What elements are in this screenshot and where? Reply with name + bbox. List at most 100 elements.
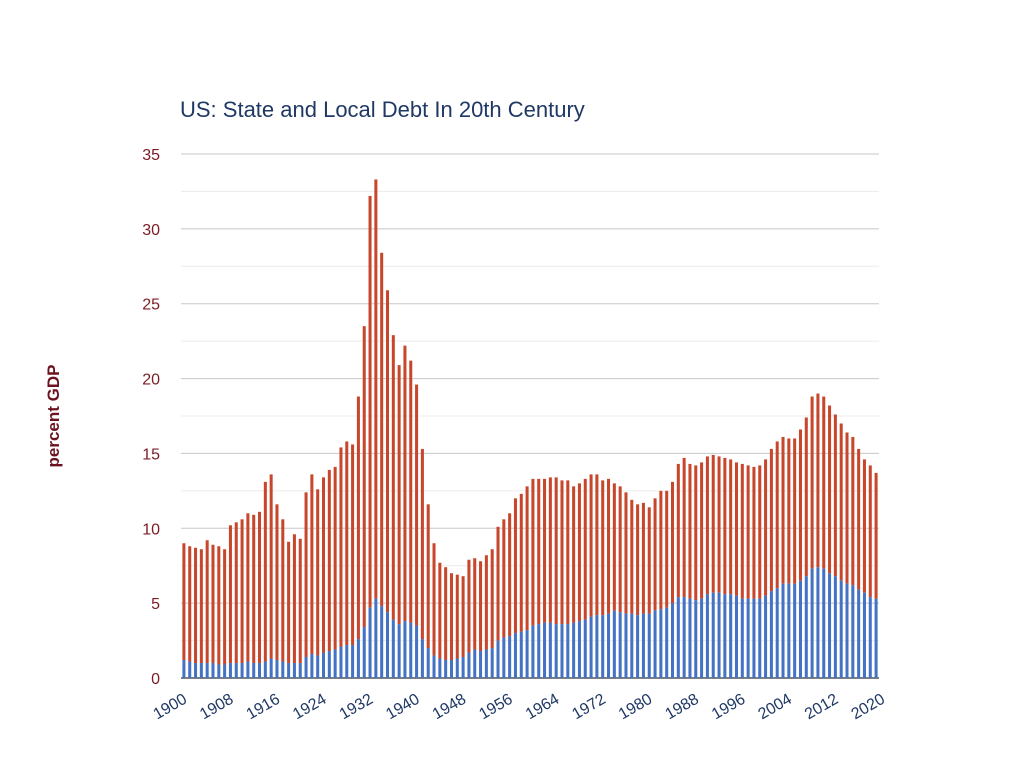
bar-segment-upper (292, 534, 296, 664)
bar-segment-lower (292, 663, 296, 678)
bar-segment-upper (862, 459, 866, 593)
bar-segment-upper (531, 478, 535, 626)
bar-segment-lower (665, 607, 669, 678)
bar-segment-upper (659, 490, 663, 610)
bar-segment-lower (298, 663, 302, 678)
bar-segment-lower (205, 663, 209, 678)
x-tick-label: 1988 (662, 691, 701, 724)
bar-segment-upper (275, 504, 279, 661)
bar-segment-upper (758, 465, 762, 599)
y-tick-label: 35 (142, 147, 160, 164)
y-tick-label: 15 (142, 446, 160, 463)
bar-segment-upper (752, 466, 756, 599)
bar-segment-lower (228, 663, 232, 678)
bar-segment-upper (444, 567, 448, 661)
bar-segment-upper (566, 480, 570, 625)
x-tick-label: 1916 (244, 691, 283, 724)
bar-segment-upper (391, 335, 395, 620)
bar-segment-lower (543, 622, 547, 678)
bar-segment-lower (252, 663, 256, 678)
bar-segment-upper (874, 472, 878, 599)
bar-segment-upper (258, 511, 262, 664)
gridlines (181, 153, 879, 679)
bar-segment-lower (345, 645, 349, 678)
bar-segment-lower (874, 598, 878, 678)
bar-segment-lower (566, 624, 570, 678)
bar-segment-upper (351, 444, 355, 646)
bar-segment-upper (857, 448, 861, 590)
bar-segment-lower (362, 627, 366, 678)
bar-segment-lower (711, 592, 715, 678)
bar-segment-lower (194, 663, 198, 678)
bar-segment-upper (711, 454, 715, 593)
bar-segment-upper (554, 477, 558, 625)
bar-segment-lower (781, 583, 785, 678)
bar-segment-upper (682, 457, 686, 598)
bar-segment-upper (665, 490, 669, 608)
bar-segment-lower (769, 591, 773, 678)
bar-segment-upper (577, 483, 581, 622)
bar-segment-upper (781, 436, 785, 584)
bar-segment-lower (223, 664, 227, 678)
bar-segment-lower (513, 633, 517, 678)
bar-segment-upper (240, 519, 244, 664)
bar-segment-upper (630, 499, 634, 614)
bar-segment-upper (601, 480, 605, 616)
bar-segment-lower (380, 606, 384, 678)
bar-segment-upper (403, 345, 407, 622)
bar-segment-upper (287, 541, 291, 664)
bar-segment-upper (479, 561, 483, 652)
bar-segment-lower (868, 597, 872, 678)
bar-segment-upper (717, 456, 721, 593)
bar-segment-upper (310, 474, 314, 655)
bar-segment-upper (281, 519, 285, 662)
bar-segment-upper (583, 478, 587, 620)
bar-segment-upper (223, 549, 227, 665)
bar-segment-lower (670, 603, 675, 678)
x-tick-label: 1980 (616, 691, 655, 724)
bar-segment-upper (380, 252, 384, 607)
bar-segment-upper (484, 555, 488, 650)
bar-segment-upper (519, 493, 523, 632)
y-axis-label: percent GDP (44, 365, 63, 468)
bar-segment-upper (374, 179, 378, 599)
bar-segment-lower (810, 568, 814, 678)
bar-segment-lower (374, 598, 378, 678)
bar-segment-lower (862, 592, 866, 678)
bar-segment-lower (403, 621, 407, 678)
bar-segment-lower (833, 576, 837, 678)
x-tick-label: 1940 (383, 691, 422, 724)
bar-segment-lower (467, 652, 471, 678)
x-tick-label: 1924 (290, 691, 329, 724)
bar-segment-upper (420, 448, 424, 640)
bar-segment-upper (362, 326, 366, 628)
bar-segment-lower (583, 619, 587, 678)
bar-segment-upper (653, 498, 657, 611)
bar-segment-lower (351, 645, 355, 678)
bar-segment-lower (857, 589, 861, 678)
bar-segment-lower (682, 597, 686, 678)
x-tick-label: 2004 (756, 691, 795, 724)
x-tick-label: 1996 (709, 691, 748, 724)
bar-segment-lower (822, 568, 826, 678)
bar-segment-upper (449, 573, 453, 661)
bar-segment-upper (525, 486, 529, 631)
bar-segment-upper (467, 559, 471, 653)
bar-segment-upper (316, 489, 320, 656)
bar-segment-lower (310, 654, 314, 678)
bar-segment-lower (473, 649, 477, 678)
bar-segment-upper (723, 457, 727, 595)
bar-segment-lower (211, 663, 215, 678)
bar-segment-lower (368, 607, 372, 678)
bar-segment-upper (199, 549, 203, 664)
bar-segment-lower (188, 661, 192, 678)
bar-segment-upper (217, 546, 221, 665)
bar-segment-lower (560, 624, 564, 678)
bar-segment-lower (647, 613, 651, 678)
bar-segment-lower (415, 625, 419, 678)
bar-segment-lower (304, 657, 308, 678)
bar-segment-upper (397, 365, 401, 625)
x-tick-label: 1964 (523, 691, 562, 724)
bar-segment-lower (199, 663, 203, 678)
bar-segment-lower (217, 664, 221, 678)
